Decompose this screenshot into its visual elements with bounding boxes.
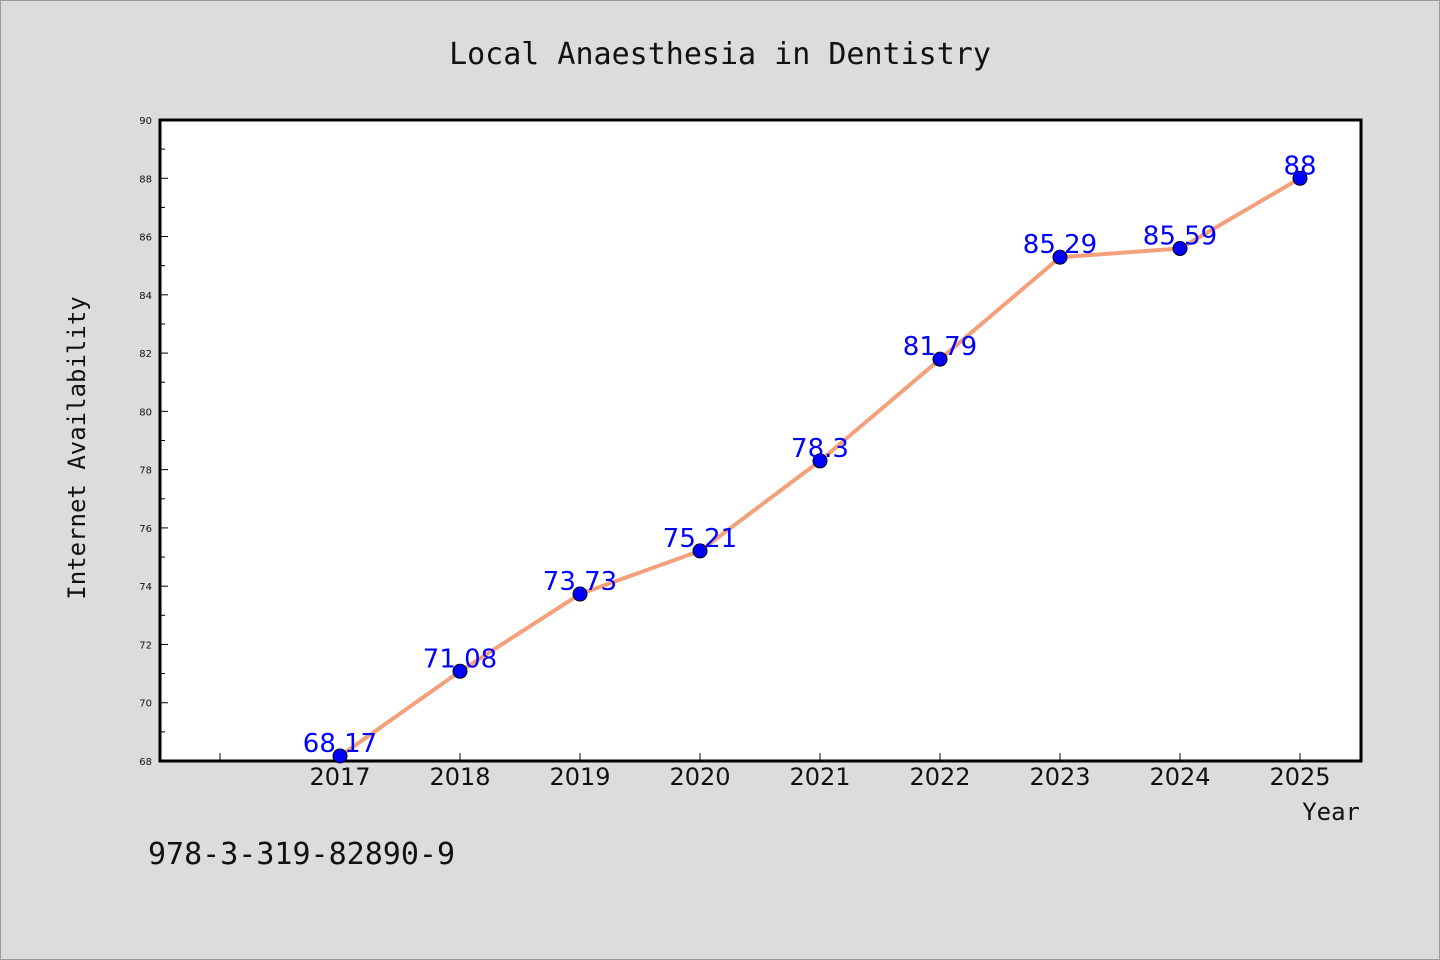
x-tick-label: 2024 [1149,763,1210,791]
data-label: 85.59 [1143,221,1217,251]
data-point [452,663,468,679]
data-point [1172,240,1188,256]
y-axis-title: Internet Availability [63,296,91,599]
x-tick-label: 2022 [909,763,970,791]
y-tick-label: 68 [139,757,152,768]
x-tick-label: 2018 [429,763,490,791]
data-label: 73.73 [543,567,617,597]
data-point [812,453,828,469]
y-tick-label: 76 [139,524,152,535]
chart-title: Local Anaesthesia in Dentistry [449,37,991,72]
plot-area [158,118,1363,763]
data-point [332,748,348,764]
x-axis-title: Year [1302,798,1360,826]
isbn-text: 978-3-319-82890-9 [148,837,455,872]
x-tick-label: 2025 [1269,763,1330,791]
data-label: 78.3 [791,434,849,464]
y-tick-label: 86 [139,233,152,244]
data-label: 85.29 [1023,230,1097,260]
data-label: 81.79 [903,332,977,362]
x-tick-label: 2023 [1029,763,1090,791]
y-tick-label: 80 [139,407,152,418]
y-tick-label: 74 [139,582,152,593]
data-point [572,586,588,602]
data-point [932,351,948,367]
x-tick-label: 2019 [549,763,610,791]
data-label: 68.17 [303,729,377,759]
y-tick-label: 78 [139,466,152,477]
y-tick-label: 82 [139,349,152,360]
x-tick-label: 2017 [309,763,370,791]
data-label: 75.21 [663,524,737,554]
y-axis-ticks: 68 70 72 74 76 78 80 82 84 86 88 90 [139,116,168,768]
x-tick-label: 2020 [669,763,730,791]
data-label: 71.08 [423,644,497,674]
y-tick-label: 70 [139,699,152,710]
x-axis-ticks: 2017 2018 2019 2020 2021 2022 2023 2024 2025 [219,753,1331,791]
x-tick-label: 2021 [789,763,850,791]
data-point [1052,249,1068,265]
data-point [1292,170,1308,186]
data-label: 88 [1283,151,1316,181]
data-series: 68.17 71.08 73.73 75.21 78.3 81.79 85.29 85.59 8… [303,151,1317,764]
y-tick-label: 90 [139,116,152,127]
data-point [692,543,708,559]
y-tick-label: 84 [139,291,152,302]
y-tick-label: 72 [139,640,152,651]
y-tick-label: 88 [139,174,152,185]
